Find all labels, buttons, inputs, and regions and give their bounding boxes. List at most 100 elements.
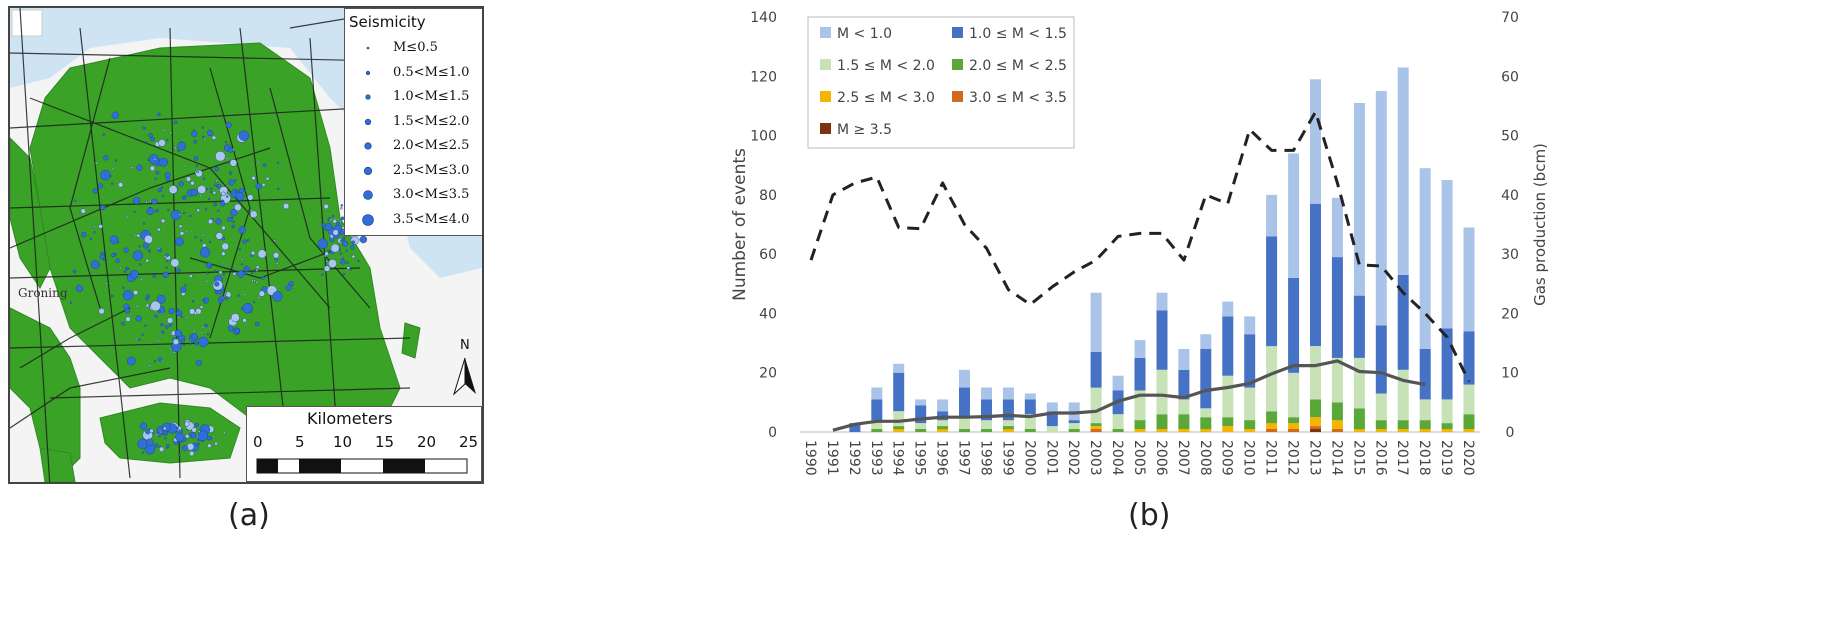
bar-segment [1090, 292, 1102, 352]
earthquake-marker [273, 252, 280, 259]
earthquake-marker [357, 259, 360, 263]
bar-segment [937, 426, 949, 430]
earthquake-marker [340, 204, 343, 207]
earthquake-marker [231, 266, 234, 270]
bar-segment [1331, 402, 1343, 421]
earthquake-marker [202, 135, 205, 139]
earthquake-marker [327, 249, 330, 252]
earthquake-marker [141, 451, 145, 454]
earthquake-marker [121, 321, 125, 326]
bar-segment [915, 405, 927, 424]
earthquake-marker [93, 230, 96, 234]
earthquake-marker [172, 338, 180, 345]
seismicity-map: Seismicity M≤0.5 0.5<M≤1.0 1.0<M≤1.5 1.5<M≤… [8, 6, 484, 484]
legend-item-label: 0.5<M≤1.0 [393, 64, 470, 80]
earthquake-marker [181, 445, 189, 452]
earthquake-marker [255, 281, 258, 284]
earthquake-marker [202, 177, 206, 181]
earthquake-marker [206, 332, 210, 336]
earthquake-marker [249, 210, 258, 219]
bar-segment [1134, 340, 1146, 358]
earthquake-marker [190, 188, 198, 197]
x-tick-label: 2015 [1350, 440, 1366, 476]
earthquake-marker [253, 279, 256, 282]
legend-item: 1.5<M≤2.0 [345, 111, 482, 133]
earthquake-marker [75, 284, 84, 293]
x-tick-label: 2000 [1021, 440, 1037, 476]
earthquake-marker [339, 252, 342, 255]
bar-segment [893, 426, 905, 430]
earthquake-marker [69, 301, 73, 304]
earthquake-marker [92, 188, 98, 194]
earthquake-marker [240, 263, 244, 266]
earthquake-marker [173, 120, 178, 125]
bar-segment [1002, 426, 1014, 430]
gas-production-solid-line [832, 359, 1426, 432]
x-tick-label: 2004 [1109, 440, 1125, 476]
bar-segment [1310, 429, 1321, 432]
gas-production-dashed-line [809, 110, 1471, 383]
bar-segment [915, 423, 927, 429]
earthquake-marker [122, 286, 125, 289]
earthquake-marker [194, 422, 200, 428]
north-arrow: N [452, 338, 482, 398]
earthquake-marker [201, 126, 204, 129]
earthquake-marker [174, 146, 177, 150]
bar-segment [1397, 420, 1409, 429]
legend-marker-icon [363, 190, 373, 200]
legend-item: 0.5<M≤1.0 [345, 62, 482, 84]
earthquake-marker [317, 238, 329, 249]
earthquake-marker [158, 310, 161, 313]
earthquake-marker [73, 199, 77, 202]
x-tick-label: 2019 [1438, 440, 1454, 476]
earthquake-marker [321, 273, 324, 276]
earthquake-marker [156, 227, 161, 232]
earthquake-marker [141, 333, 144, 336]
earthquake-marker [345, 249, 348, 252]
bar-segment [959, 369, 970, 388]
bar-segment [1331, 420, 1343, 429]
earthquake-marker [190, 180, 195, 186]
earthquake-marker [336, 221, 341, 227]
earthquake-marker [110, 294, 114, 298]
earthquake-marker [125, 215, 129, 219]
bar-segment [1244, 429, 1256, 432]
scale-tick-label: 25 [459, 433, 479, 451]
earthquake-marker [255, 183, 262, 190]
earthquake-marker [193, 140, 198, 144]
bar-segment [1463, 429, 1475, 432]
earthquake-marker [89, 237, 93, 241]
earthquake-marker [184, 284, 187, 287]
x-tick-label: 1992 [846, 440, 862, 476]
bar-segment [981, 429, 992, 432]
earthquake-marker [183, 164, 187, 168]
bar-segment [1134, 390, 1146, 421]
bar-segment [1266, 194, 1278, 237]
earthquake-marker [194, 235, 197, 239]
earthquake-marker [154, 314, 158, 319]
legend-swatch [820, 91, 831, 102]
earthquake-marker [325, 260, 329, 263]
bar-segment [871, 399, 883, 421]
earthquake-marker [224, 140, 228, 144]
earthquake-marker [168, 307, 175, 315]
bar-segment [1375, 393, 1387, 421]
y2-tick-label: 30 [1501, 247, 1519, 263]
earthquake-marker [159, 157, 169, 167]
earthquake-marker [189, 274, 193, 278]
bar-segment [1244, 420, 1256, 429]
bar-segment [1441, 429, 1453, 432]
bar-segment [1156, 369, 1168, 415]
earthquake-marker [218, 299, 223, 304]
earthquake-marker [234, 190, 238, 193]
earthquake-marker [135, 337, 139, 341]
earthquake-marker [160, 322, 164, 327]
earthquake-marker [231, 224, 235, 229]
earthquake-marker [204, 323, 208, 328]
earthquake-marker [243, 189, 247, 192]
earthquake-marker [169, 131, 172, 134]
legend-swatch [952, 59, 963, 70]
earthquake-marker [151, 198, 158, 205]
earthquake-marker [178, 453, 181, 457]
earthquake-marker [340, 206, 343, 210]
